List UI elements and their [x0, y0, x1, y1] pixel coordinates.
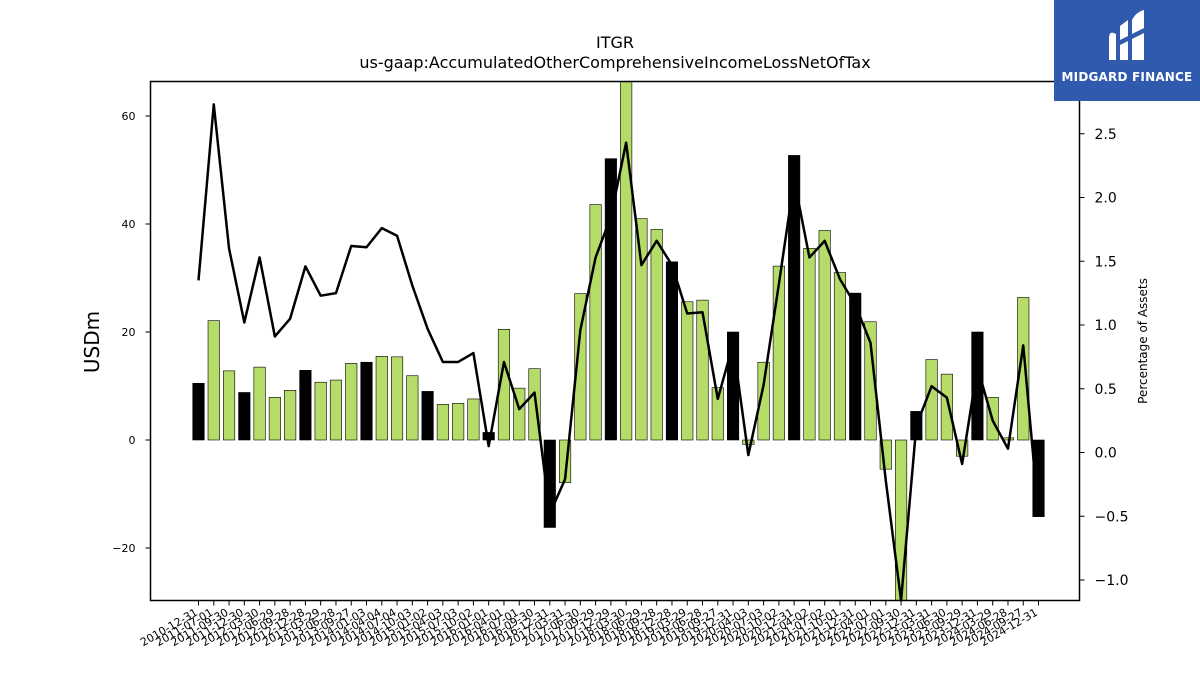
percentage-line [197, 103, 1040, 602]
y2-tick-label: 1.5 [1095, 254, 1117, 270]
bar-2021-04-02 [803, 248, 816, 441]
y-axis: −20 0 20 40 60 [112, 110, 151, 555]
bar-2018-09-28 [650, 229, 663, 441]
bar-2022-07-01 [879, 439, 892, 470]
bar-2011-09-30 [223, 370, 236, 441]
bar-2015-04-03 [436, 404, 449, 441]
bar-2010-12-31 [192, 382, 205, 441]
chart-subtitle: us-gaap:AccumulatedOtherComprehensiveInc… [359, 53, 870, 72]
bar-2021-07-02 [818, 230, 831, 441]
bar-2020-07-03 [757, 361, 770, 441]
bar-2017-06-30 [574, 293, 587, 441]
bar-2019-03-29 [681, 301, 694, 441]
bar-2014-07-04 [390, 356, 404, 441]
bar-2020-04-03 [742, 439, 755, 445]
bar-2024-09-27 [1017, 297, 1030, 441]
bar-2016-12-31 [543, 439, 556, 528]
bar-2014-01-03 [360, 361, 373, 441]
bar-2023-06-30 [940, 373, 953, 441]
bar-2013-09-27 [345, 363, 358, 441]
bar-2019-09-27 [711, 387, 724, 441]
y2-tick-label: −1.0 [1095, 573, 1129, 589]
bar-2022-04-01 [864, 321, 877, 441]
bar-2018-12-28 [665, 261, 679, 441]
bar-2021-12-31 [849, 292, 862, 441]
y-tick-label: 20 [122, 326, 136, 339]
y2-axis: −1.0 −0.5 0.0 0.5 1.0 1.5 2.0 2.5 [1079, 127, 1129, 589]
y2-tick-label: 2.0 [1095, 191, 1117, 207]
bar-2013-03-29 [314, 381, 327, 441]
bar-2016-07-01 [513, 387, 526, 441]
bar-2014-10-03 [406, 375, 419, 441]
bar-2020-10-02 [772, 265, 785, 441]
bar-2019-06-28 [696, 299, 709, 441]
bar-2011-07-01 [207, 320, 220, 441]
y-tick-label: 40 [122, 218, 136, 231]
y2-tick-label: 2.5 [1095, 127, 1117, 143]
bar-2017-09-29 [589, 204, 602, 441]
bar-2012-06-29 [268, 397, 281, 441]
bar-2013-06-28 [329, 379, 343, 441]
chart-title: ITGR [596, 33, 634, 52]
bar-2016-09-30 [528, 368, 541, 441]
bar-2014-04-04 [375, 355, 388, 441]
brand-logo: MIDGARD FINANCE [1054, 0, 1200, 101]
y2-tick-label: 0.0 [1095, 446, 1117, 462]
y-tick-label: 0 [129, 434, 136, 447]
bar-2017-03-31 [558, 439, 572, 483]
y-axis-label: USDm [80, 311, 104, 373]
bar-2020-12-31 [788, 155, 801, 441]
bar-2012-03-30 [253, 366, 266, 441]
line-series [197, 103, 1040, 602]
brand-name: MIDGARD FINANCE [1061, 70, 1193, 84]
bar-2012-12-28 [299, 370, 312, 441]
bar-2018-03-30 [620, 81, 633, 441]
y-tick-label: 60 [122, 110, 136, 123]
bar-2015-07-03 [452, 402, 465, 441]
bar-2016-04-01 [497, 328, 511, 441]
bar-series [192, 81, 1045, 601]
plot-frame [149, 80, 1081, 602]
bar-2017-12-29 [604, 158, 617, 441]
bar-2012-09-28 [284, 390, 297, 441]
bar-2024-12-31 [1032, 439, 1045, 517]
x-axis: 2010-12-312011-07-012011-09-302011-12-30… [138, 600, 1040, 649]
bar-2011-12-30 [238, 392, 251, 441]
y2-tick-label: 0.5 [1095, 382, 1117, 398]
bar-2021-10-01 [833, 272, 847, 441]
bar-2015-10-02 [467, 398, 480, 441]
midgard-logo-icon [1109, 10, 1144, 60]
y-tick-label: −20 [112, 542, 135, 555]
y2-axis-label: Percentage of Assets [1136, 278, 1150, 404]
bar-2015-01-02 [421, 391, 434, 441]
y2-tick-label: −0.5 [1095, 509, 1129, 525]
y2-tick-label: 1.0 [1095, 318, 1117, 334]
bar-2018-06-29 [635, 218, 648, 441]
